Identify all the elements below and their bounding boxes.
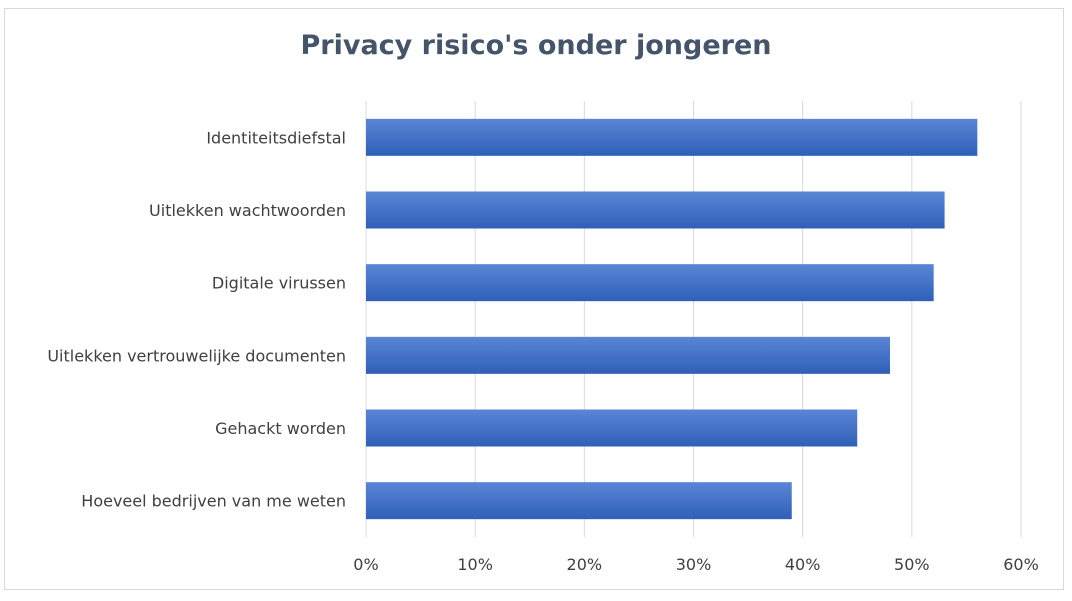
- bar: [366, 409, 858, 447]
- x-tick-label: 30%: [676, 555, 712, 574]
- chart-title: Privacy risico's onder jongeren: [300, 30, 772, 61]
- bar: [366, 482, 792, 520]
- gridlines: [365, 101, 1022, 537]
- bar: [366, 191, 945, 229]
- x-tick-label: 0%: [353, 555, 378, 574]
- category-labels: Identiteitsdiefstal Uitlekken wachtwoorde…: [47, 128, 346, 510]
- category-label: Uitlekken vertrouwelijke documenten: [47, 346, 346, 365]
- x-tick-label: 10%: [457, 555, 493, 574]
- bar: [366, 118, 978, 156]
- x-tick-label: 40%: [785, 555, 821, 574]
- bar: [366, 336, 890, 374]
- category-label: Gehackt worden: [215, 419, 346, 438]
- x-tick-label: 20%: [567, 555, 603, 574]
- x-tick-label: 60%: [1003, 555, 1039, 574]
- bars: [366, 118, 978, 520]
- category-label: Identiteitsdiefstal: [206, 128, 346, 147]
- bar: [366, 264, 934, 302]
- category-label: Hoeveel bedrijven van me weten: [81, 492, 346, 511]
- x-tick-label: 50%: [894, 555, 930, 574]
- category-label: Uitlekken wachtwoorden: [149, 201, 346, 220]
- x-tick-labels: 0% 10% 20% 30% 40% 50% 60%: [353, 555, 1038, 574]
- category-label: Digitale virussen: [212, 274, 346, 293]
